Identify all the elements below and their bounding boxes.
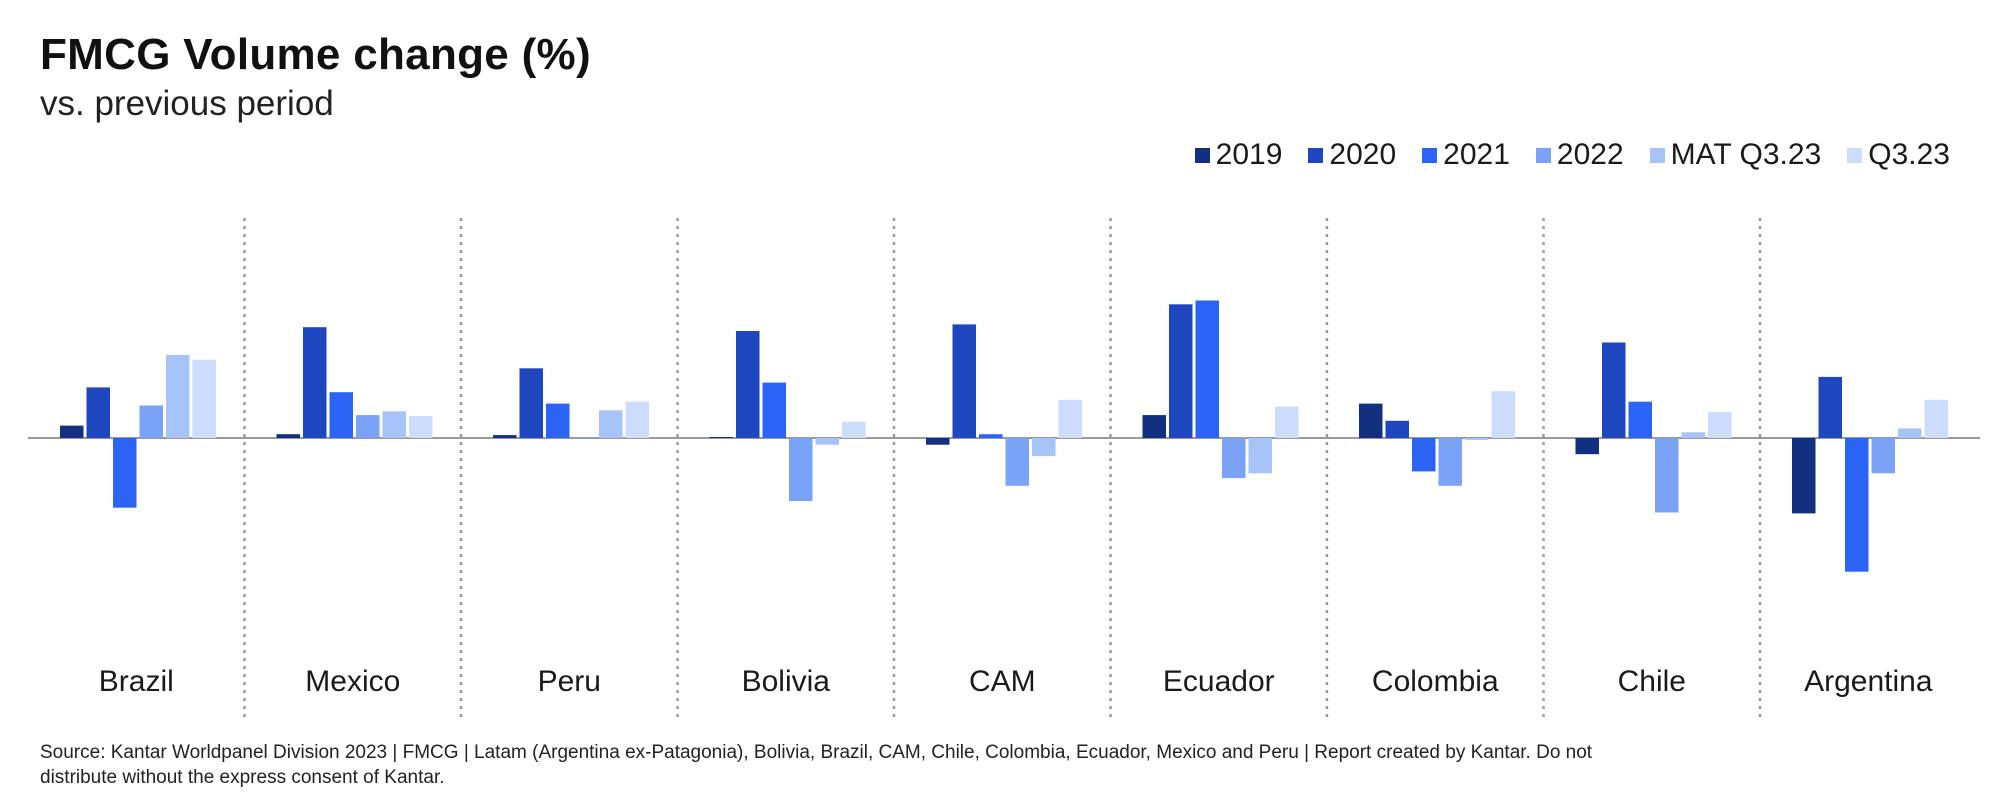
bar — [1005, 438, 1029, 486]
legend-label-q3-23: Q3.23 — [1868, 138, 1950, 171]
category-label: Mexico — [305, 665, 400, 698]
bar — [1898, 428, 1922, 438]
bar-chart: Brazil Mexico Peru Bolivia CAM Ecuador Colombi… — [28, 218, 1980, 718]
bar — [1575, 438, 1599, 455]
bar — [356, 415, 380, 438]
bar — [276, 434, 300, 438]
category-label: Peru — [538, 665, 601, 698]
bar — [599, 410, 623, 438]
bar — [60, 425, 84, 438]
category-label: Chile — [1618, 665, 1686, 698]
bar — [1385, 420, 1409, 438]
legend-item-q3-23: Q3.23 — [1847, 138, 1950, 172]
bar — [736, 331, 760, 438]
bar — [815, 438, 839, 445]
category-labels: Brazil Mexico Peru Bolivia CAM Ecuador Colombi… — [99, 665, 1933, 698]
legend-swatch-2019 — [1194, 147, 1210, 163]
bar — [1195, 300, 1219, 438]
bar — [1222, 438, 1246, 479]
bar — [952, 324, 976, 438]
bar — [409, 416, 433, 438]
source-footnote: Source: Kantar Worldpanel Division 2023 … — [40, 742, 1593, 788]
bar — [86, 387, 110, 438]
legend-label-2020: 2020 — [1329, 138, 1397, 171]
legend-item-2019: 2019 — [1194, 138, 1283, 172]
group-separators — [243, 218, 1762, 718]
category-label: CAM — [969, 665, 1036, 698]
legend-swatch-q3-23 — [1847, 147, 1863, 163]
bar — [1275, 406, 1299, 438]
bar — [303, 327, 327, 438]
bars-group — [60, 300, 1948, 572]
bar — [1871, 438, 1895, 474]
bar — [1924, 399, 1948, 438]
bar — [842, 421, 866, 438]
bar — [572, 437, 596, 438]
bar — [329, 392, 353, 438]
chart-subtitle: vs. previous period — [40, 84, 334, 123]
bar — [1359, 403, 1383, 438]
legend-item-2020: 2020 — [1308, 138, 1396, 172]
bar — [1628, 401, 1652, 438]
category-label: Argentina — [1804, 665, 1933, 698]
bar — [519, 368, 543, 438]
legend-item-mat-q3-23: MAT Q3.23 — [1649, 138, 1822, 172]
bar — [113, 438, 137, 508]
legend-item-2022: 2022 — [1535, 138, 1624, 172]
legend-label-mat-q3-23: MAT Q3.23 — [1670, 138, 1822, 171]
chart-legend: 2019 2020 2021 2022 MAT Q3.23 Q3.23 — [1194, 138, 1950, 172]
bar — [789, 438, 813, 501]
legend-swatch-mat-q3-23 — [1649, 147, 1665, 163]
bar — [1681, 432, 1705, 438]
bar — [1602, 342, 1626, 438]
bar — [166, 354, 190, 438]
bar — [1169, 304, 1193, 438]
legend-swatch-2021 — [1422, 147, 1438, 163]
legend-label-2022: 2022 — [1556, 138, 1624, 171]
bar — [926, 438, 950, 445]
bar — [1655, 438, 1679, 513]
bar — [1708, 412, 1732, 438]
bar — [1142, 415, 1166, 438]
category-label: Brazil — [99, 665, 174, 698]
category-label: Ecuador — [1163, 665, 1275, 698]
legend-swatch-2020 — [1308, 147, 1324, 163]
bar — [1248, 438, 1272, 474]
legend-item-2021: 2021 — [1422, 138, 1510, 172]
bar — [382, 411, 406, 438]
bar — [192, 359, 216, 438]
bar — [1792, 438, 1816, 514]
bar — [709, 437, 733, 438]
bar — [139, 405, 163, 438]
chart-title: FMCG Volume change (%) — [40, 30, 591, 79]
bar — [1438, 438, 1462, 486]
category-label: Colombia — [1372, 665, 1499, 698]
bar — [493, 435, 517, 438]
bar — [1818, 376, 1842, 438]
bar — [1845, 438, 1869, 572]
legend-label-2021: 2021 — [1443, 138, 1510, 171]
bar — [1412, 438, 1436, 472]
bar — [1058, 399, 1082, 438]
bar — [1465, 438, 1489, 440]
bar — [1491, 391, 1515, 438]
legend-swatch-2022 — [1535, 147, 1551, 163]
bar — [979, 434, 1003, 438]
bar — [1032, 438, 1056, 457]
bar — [625, 401, 649, 438]
category-label: Bolivia — [742, 665, 831, 698]
legend-label-2019: 2019 — [1215, 138, 1283, 171]
bar — [546, 403, 570, 438]
bar — [762, 382, 786, 438]
